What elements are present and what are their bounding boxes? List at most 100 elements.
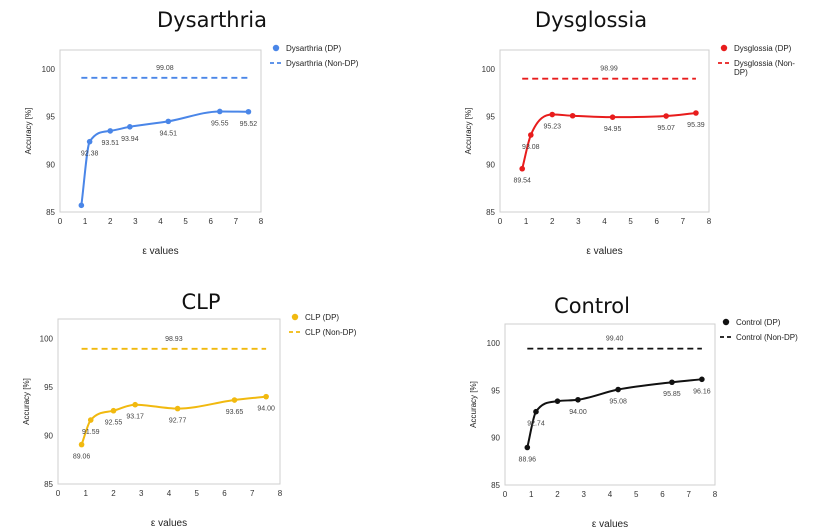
dp-value-label: 89.06 [73,454,91,461]
non-dp-value-label: 98.99 [600,66,618,73]
x-tick-label: 4 [167,489,172,498]
dp-value-label: 93.51 [101,140,119,147]
x-tick-label: 8 [707,217,712,226]
dp-point [263,393,269,400]
dp-value-label: 88.96 [519,456,537,463]
dp-point [174,405,181,412]
y-tick-label: 90 [46,160,55,169]
y-tick-label: 95 [486,113,495,122]
dp-point [78,202,85,209]
dp-point [533,408,539,415]
y-tick-label: 100 [42,65,56,74]
x-tick-label: 8 [713,490,718,499]
dp-value-label: 95.55 [211,120,229,127]
dp-value-label: 95.85 [663,391,681,398]
dp-point [554,398,561,404]
dp-value-label: 94.95 [604,126,622,133]
dp-point [132,401,138,408]
dp-point [663,113,669,119]
dp-point [87,417,94,423]
dp-point [245,108,252,115]
x-tick-label: 7 [234,217,239,226]
y-tick-label: 90 [44,431,53,440]
chart-panel-dysarthria: Dysarthria 0 1 2 3 4 5 6 7 8 85 90 95 100 ε values Accu… [24,8,359,257]
x-tick-label: 2 [555,490,560,499]
dp-value-label: 89.54 [513,178,531,185]
x-tick-label: 7 [687,490,692,499]
dp-line [526,378,702,448]
plot-frame [499,49,710,213]
dp-value-label: 91.59 [82,429,100,436]
dp-value-label: 96.16 [693,388,711,395]
x-tick-label: 6 [209,217,214,226]
dp-value-label: 93.65 [226,409,244,416]
dp-point [524,444,531,451]
legend-marker-dp [272,44,280,52]
dp-value-label: 93.17 [126,414,144,421]
legend: CLP (DP) CLP (Non-DP) [289,313,357,337]
x-tick-label: 2 [108,217,113,226]
dp-point [693,110,699,116]
dp-value-label: 92.77 [169,418,187,425]
x-axis-label: ε values [142,246,178,257]
chart-panel-control: Control 0 1 2 3 4 5 6 7 8 85 90 95 100 ε values Accurac… [469,294,798,530]
chart-panel-dysglossia: Dysglossia 0 1 2 3 4 5 6 7 8 85 90 95 100 ε values Accu… [464,8,795,257]
x-axis-label: ε values [151,518,187,529]
x-tick-label: 2 [550,217,555,226]
y-tick-label: 95 [46,113,55,122]
dp-value-label: 95.52 [240,121,258,128]
x-tick-label: 6 [222,489,227,498]
x-tick-label: 2 [111,489,116,498]
dp-point [107,128,114,134]
x-tick-label: 1 [524,217,529,226]
x-axis-label: ε values [592,519,628,530]
x-tick-label: 1 [529,490,534,499]
y-tick-label: 100 [40,334,54,343]
legend-label-dp: Dysglossia (DP) [734,44,792,53]
legend: Control (DP) Control (Non-DP) [720,318,798,342]
dp-point [549,111,556,118]
x-tick-label: 6 [660,490,665,499]
legend-label-non-dp: CLP (Non-DP) [305,328,357,337]
non-dp-value-label: 99.08 [156,65,174,72]
legend: Dysglossia (DP) Dysglossia (Non-DP) [718,44,795,77]
x-tick-label: 5 [195,489,200,498]
dp-point [528,132,534,138]
dp-value-label: 93.94 [121,136,139,143]
y-axis-label: Accuracy [%] [24,108,33,155]
dp-value-label: 94.51 [160,130,178,137]
y-axis-label: Accuracy [%] [464,108,473,155]
dp-point [669,379,675,386]
x-tick-label: 0 [56,489,61,498]
y-tick-label: 85 [486,208,495,217]
legend: Dysarthria (DP) Dysarthria (Non-DP) [270,44,359,68]
non-dp-value-label: 99.40 [606,336,624,343]
legend-marker-dp [720,44,728,52]
y-tick-label: 90 [486,160,495,169]
dp-point [127,124,133,130]
plot-frame [504,323,716,486]
x-tick-label: 1 [84,489,89,498]
x-tick-label: 1 [83,217,88,226]
dp-value-label: 92.38 [81,151,99,158]
chart-title: Dysglossia [535,8,647,32]
legend-label-non-dp: Dysarthria (Non-DP) [286,59,359,68]
legend-label-dp: Dysarthria (DP) [286,44,341,53]
x-tick-label: 4 [608,490,613,499]
legend-label-non-dp-cont: DP) [734,68,748,77]
x-axis-label: ε values [586,246,622,257]
x-tick-label: 5 [183,217,188,226]
dp-value-label: 94.00 [569,409,587,416]
y-tick-label: 85 [46,208,55,217]
dp-point [216,108,223,115]
x-tick-label: 8 [259,217,264,226]
chart-title: Dysarthria [157,8,267,32]
dp-point [615,386,621,393]
dp-point [231,397,238,403]
dp-point [699,376,705,383]
dp-value-label: 95.23 [543,124,561,131]
dp-line [521,111,697,169]
chart-title: CLP [181,290,220,314]
x-tick-label: 0 [498,217,503,226]
